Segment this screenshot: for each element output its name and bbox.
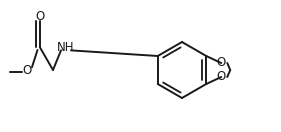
Text: O: O (22, 63, 32, 77)
Text: O: O (217, 56, 226, 70)
Text: NH: NH (57, 41, 75, 54)
Text: O: O (217, 70, 226, 84)
Text: O: O (35, 10, 45, 23)
